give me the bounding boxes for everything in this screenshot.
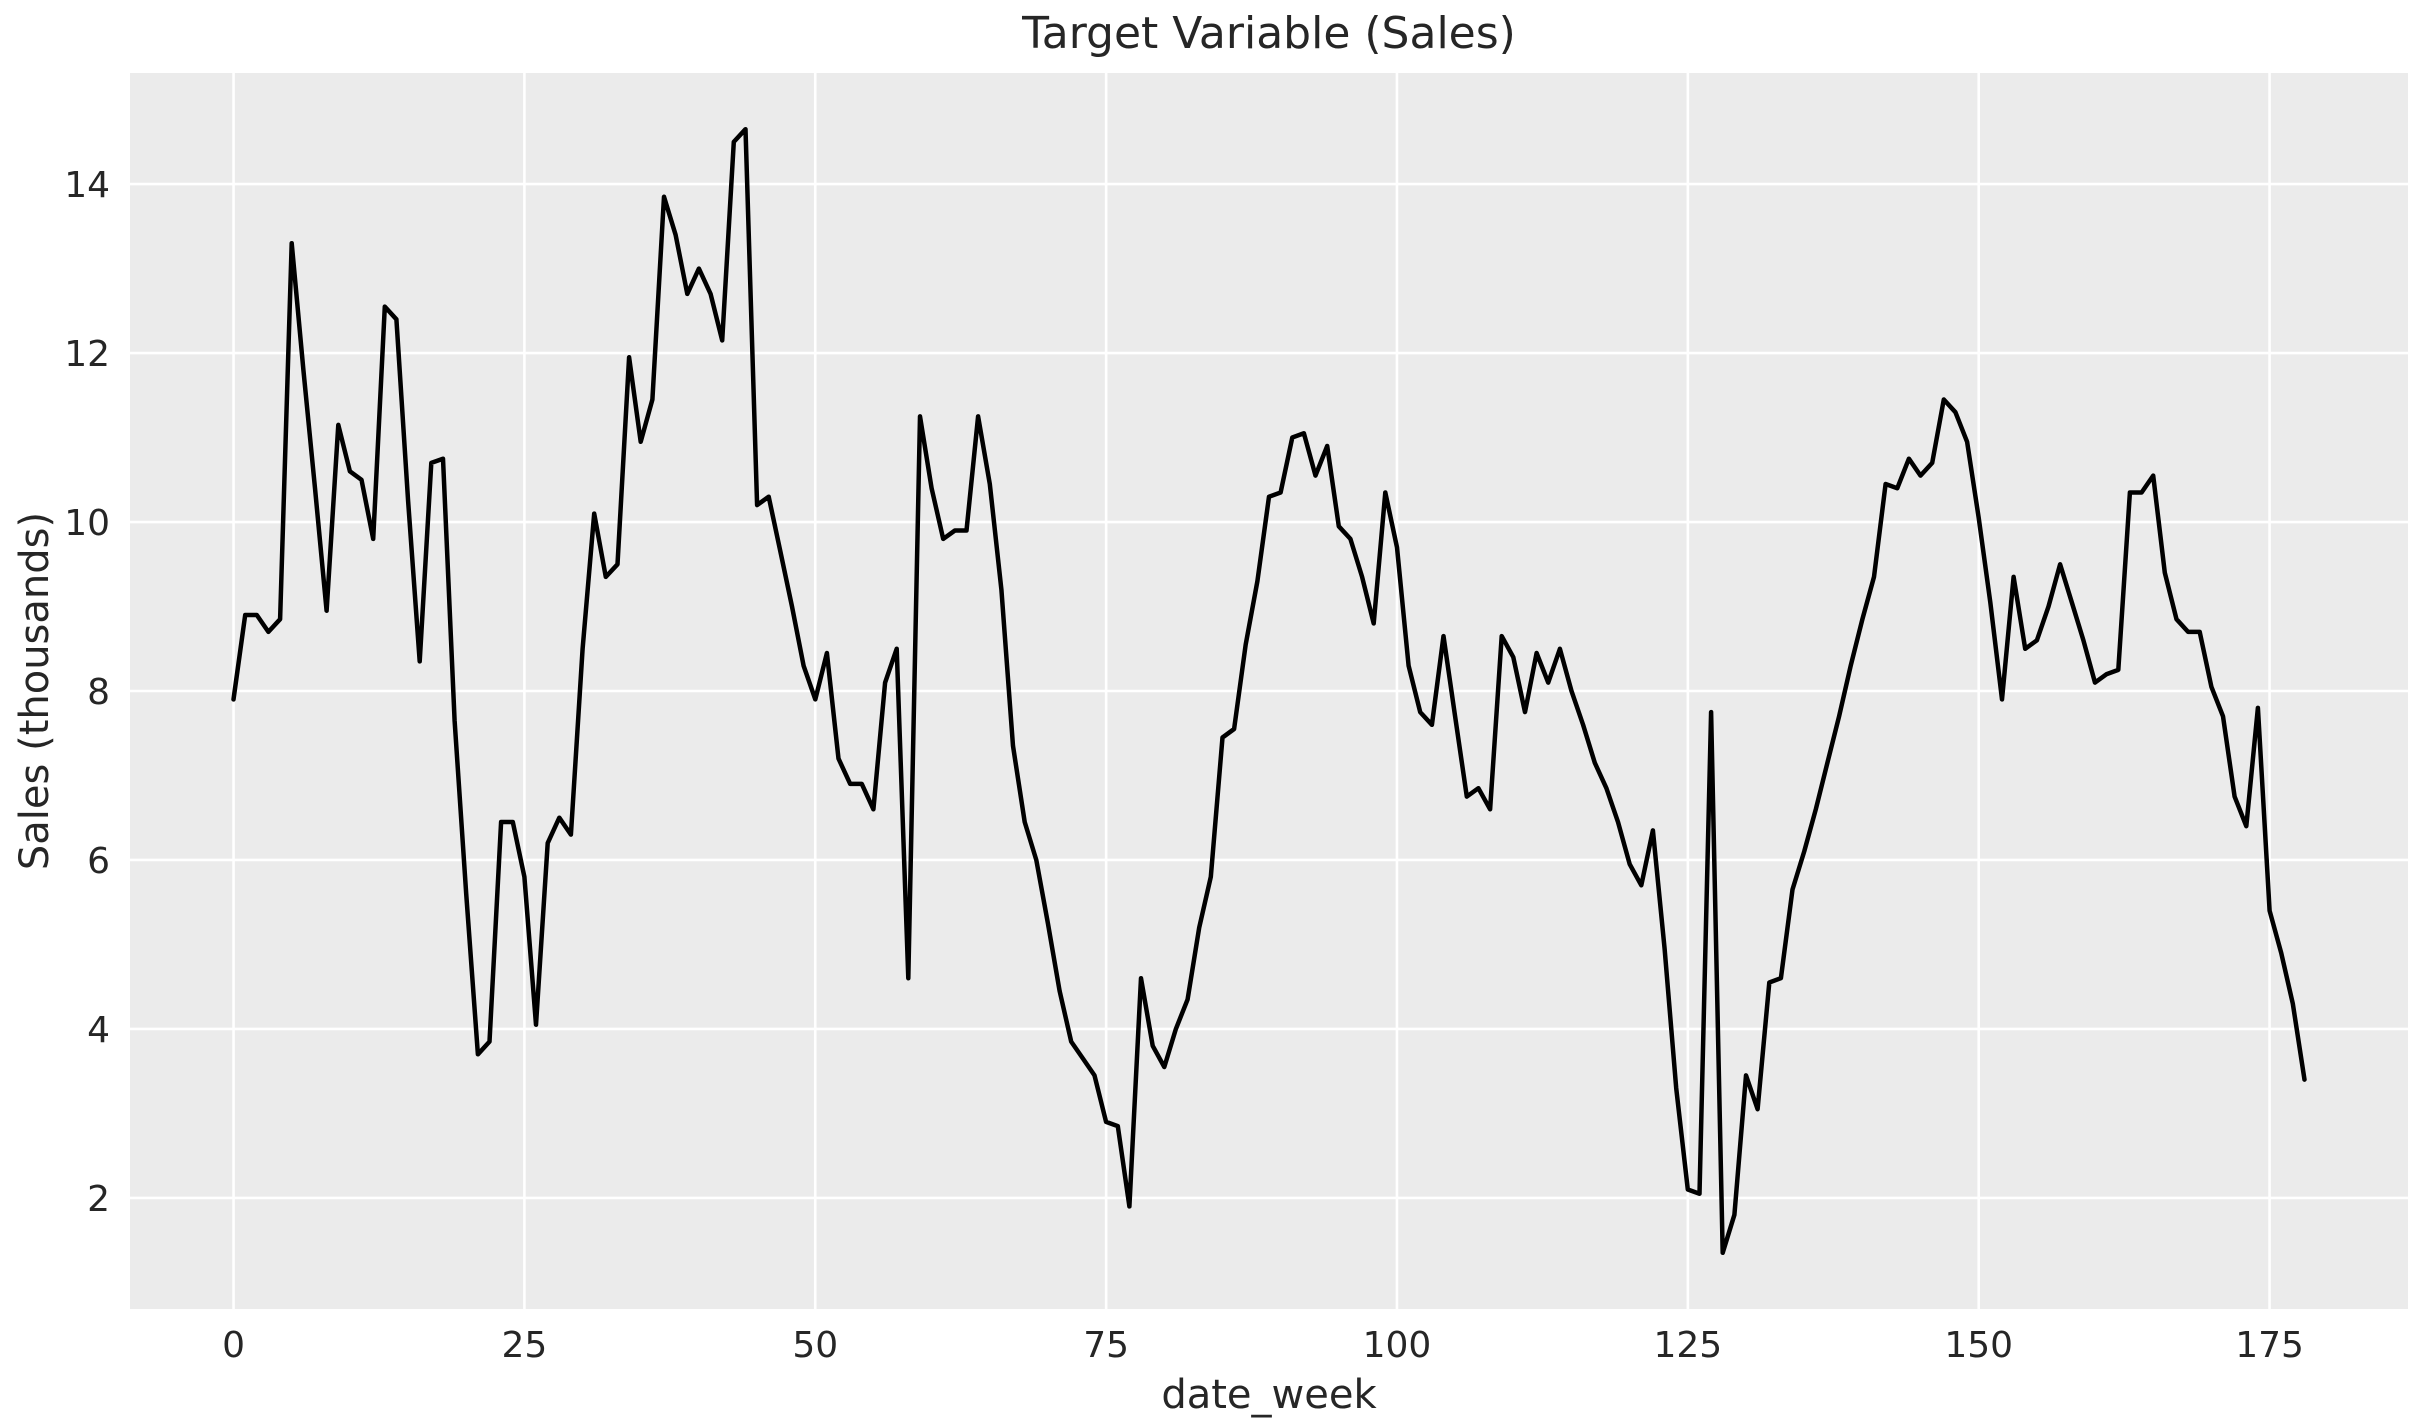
y-tick-label: 2 xyxy=(87,1179,110,1220)
chart-title: Target Variable (Sales) xyxy=(1021,8,1516,59)
x-tick-label: 25 xyxy=(501,1325,547,1366)
x-tick-label: 175 xyxy=(2235,1325,2304,1366)
y-tick-label: 4 xyxy=(87,1010,110,1051)
series-path-sales xyxy=(231,126,2307,1256)
gridlines xyxy=(130,73,2408,1309)
x-tick-label: 125 xyxy=(1653,1325,1722,1366)
y-tick-label: 10 xyxy=(64,503,110,544)
x-axis-tick-labels: 0 25 50 75 100 125 150 175 xyxy=(222,1325,2304,1366)
y-tick-label: 8 xyxy=(87,672,110,713)
x-tick-label: 150 xyxy=(1944,1325,2013,1366)
x-tick-label: 75 xyxy=(1083,1325,1129,1366)
x-tick-label: 50 xyxy=(792,1325,838,1366)
y-tick-label: 14 xyxy=(64,165,110,206)
y-tick-label: 6 xyxy=(87,841,110,882)
x-tick-label: 0 xyxy=(222,1325,245,1366)
x-tick-label: 100 xyxy=(1363,1325,1432,1366)
y-axis-tick-labels: 2 4 6 8 10 12 14 xyxy=(64,165,110,1220)
x-axis-label: date_week xyxy=(1161,1372,1377,1418)
y-axis-label: Sales (thousands) xyxy=(12,512,58,870)
y-tick-label: 12 xyxy=(64,334,110,375)
series-sales xyxy=(231,126,2307,1256)
